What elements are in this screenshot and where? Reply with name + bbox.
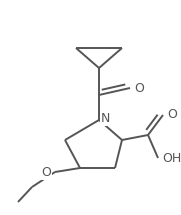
Text: N: N — [101, 112, 110, 125]
Text: O: O — [41, 166, 51, 178]
Text: O: O — [134, 81, 144, 95]
Text: OH: OH — [162, 152, 181, 164]
Text: O: O — [167, 109, 177, 121]
